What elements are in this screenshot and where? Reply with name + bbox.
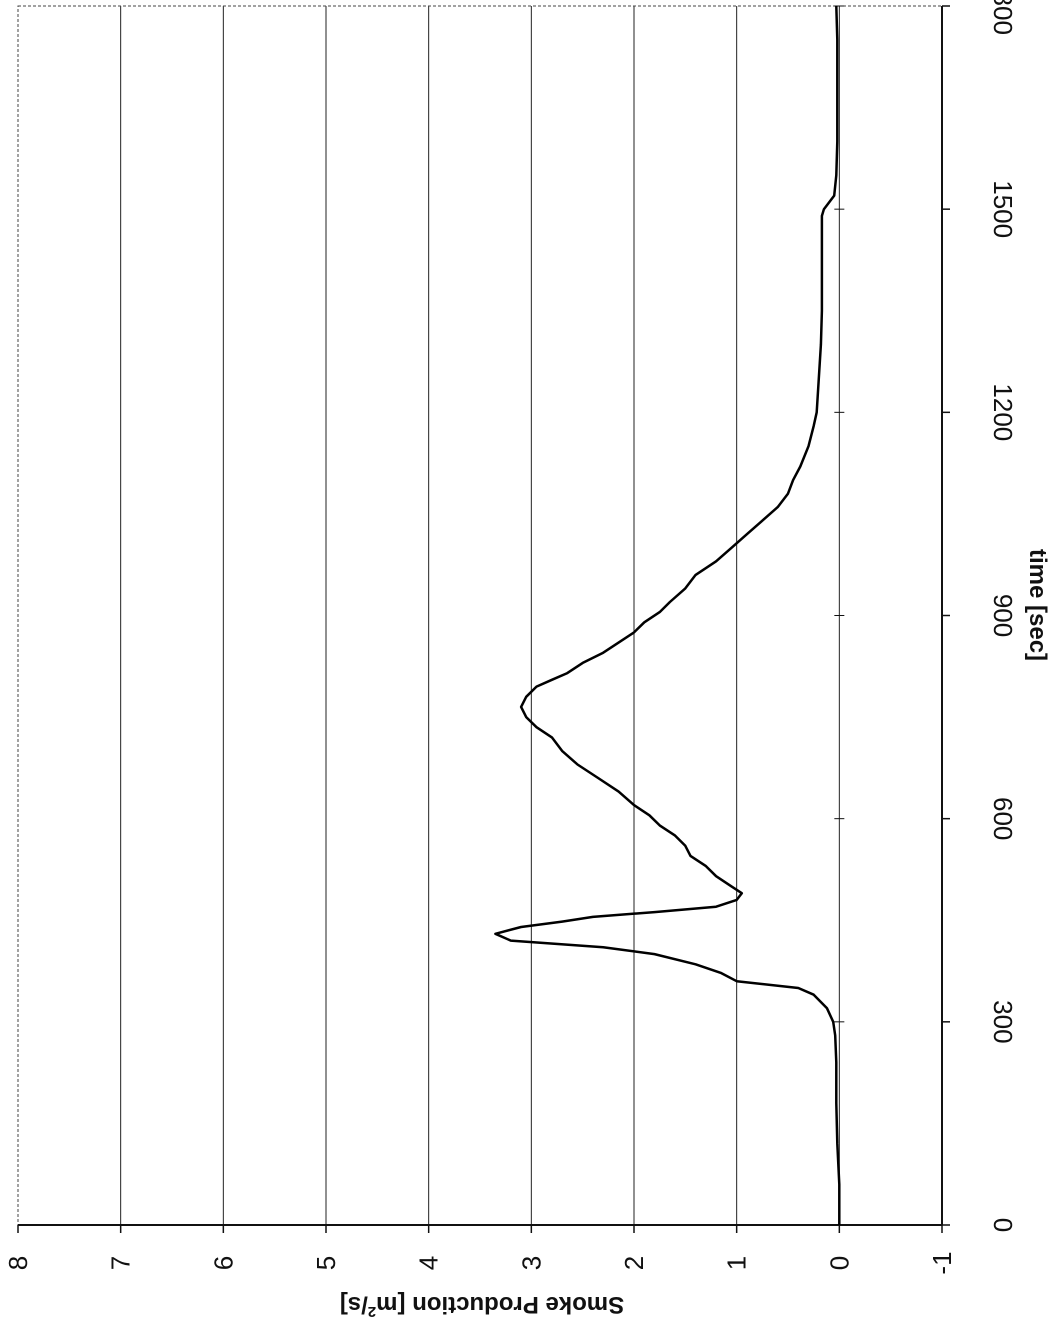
axes: [17, 5, 950, 1233]
y-axis-title-main: Smoke Production [m: [376, 1291, 624, 1318]
value-tick-label: 5: [311, 1256, 341, 1270]
time-tick-label: 0: [988, 1218, 1018, 1232]
value-tick-label: 7: [106, 1256, 136, 1270]
value-tick-label: -1: [927, 1251, 957, 1274]
series-line-0: [494, 5, 841, 1225]
value-tick-label: 3: [516, 1256, 546, 1270]
time-tick-label: 1200: [988, 383, 1018, 441]
x-axis-title: time [sec]: [1024, 549, 1051, 661]
time-tick-label: 1800: [988, 0, 1018, 35]
series-layer: [494, 5, 841, 1225]
value-tick-label: 6: [208, 1256, 238, 1270]
y-axis-title-superscript: 2: [368, 1303, 376, 1320]
time-tick-label: 900: [988, 594, 1018, 637]
value-tick-label: 0: [824, 1256, 854, 1270]
tick-labels: -1 0 1 2 3 4 5 6 7 8 0 300 600 900 1200 1500 1800: [3, 0, 1018, 1275]
value-tick-label: 4: [414, 1256, 444, 1270]
time-tick-label: 1500: [988, 180, 1018, 238]
time-tick-label: 300: [988, 1000, 1018, 1043]
value-tick-label: 8: [3, 1256, 33, 1270]
value-tick-label: 2: [619, 1256, 649, 1270]
y-axis-title: Smoke Production [m2/s]: [340, 1291, 624, 1320]
time-tick-label: 600: [988, 797, 1018, 840]
y-axis-title-tail: /s]: [340, 1291, 368, 1318]
value-tick-label: 1: [722, 1256, 752, 1270]
